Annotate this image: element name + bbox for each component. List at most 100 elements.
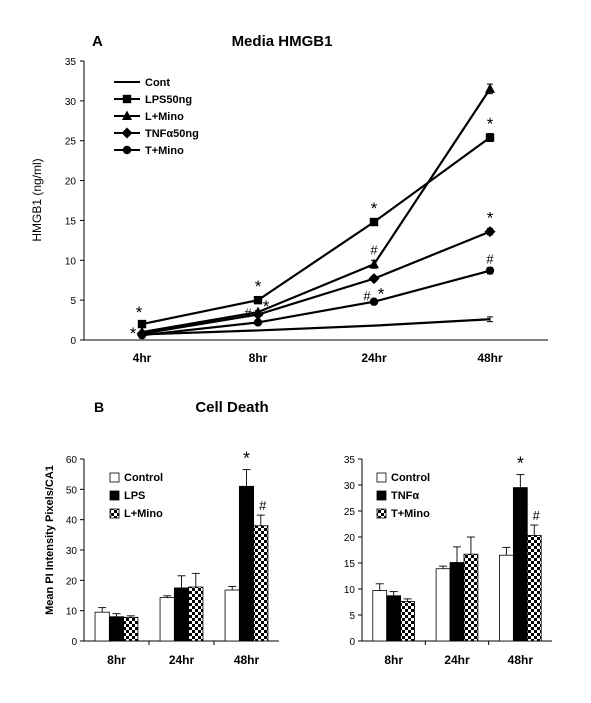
legend-label: TNFα bbox=[391, 490, 419, 502]
legend-label: LPS bbox=[124, 490, 145, 502]
chart-b2-bar: 0 5 10 15 20 25 30 35 8hr 24hr 48hr * # Control TNFα T+… bbox=[344, 454, 552, 667]
y-tick-label: 25 bbox=[344, 507, 356, 518]
data-point bbox=[253, 295, 263, 305]
bar bbox=[512, 487, 528, 642]
chart-b1-ylabel: Mean PI Intensity Pixels/CA1 bbox=[44, 465, 56, 615]
legend-swatch bbox=[109, 508, 120, 519]
legend-item: TNFα50ng bbox=[114, 127, 199, 140]
bar bbox=[224, 589, 240, 642]
significance-label: * bbox=[255, 277, 262, 296]
significance-label: * bbox=[517, 454, 524, 474]
bar bbox=[435, 568, 451, 642]
series-control bbox=[94, 585, 240, 642]
panel-b-letter: B bbox=[94, 399, 104, 415]
x-tick-label: 8hr bbox=[107, 653, 126, 667]
data-point bbox=[137, 331, 147, 340]
series-line bbox=[141, 136, 491, 326]
y-tick-label: 40 bbox=[66, 516, 78, 527]
series-line bbox=[141, 230, 491, 335]
y-tick-label: 15 bbox=[65, 216, 77, 227]
legend-marker bbox=[122, 110, 132, 120]
bar bbox=[526, 535, 542, 642]
x-tick-label: 24hr bbox=[444, 653, 470, 667]
y-tick-label: 60 bbox=[66, 455, 78, 466]
y-tick-label: 35 bbox=[344, 455, 356, 466]
x-tick-label: 48hr bbox=[477, 351, 503, 365]
chart-a-title: Media HMGB1 bbox=[232, 33, 333, 50]
data-point bbox=[253, 318, 263, 327]
bar bbox=[238, 485, 255, 642]
legend-swatch bbox=[376, 472, 387, 483]
series-t-mino: *### bbox=[130, 252, 495, 344]
y-tick-label: 30 bbox=[65, 97, 77, 108]
bar bbox=[372, 590, 388, 642]
significance-label: * bbox=[371, 199, 378, 218]
series-lps: * bbox=[108, 449, 255, 642]
bar bbox=[253, 525, 269, 642]
y-tick-label: 0 bbox=[70, 336, 76, 347]
x-tick-label: 8hr bbox=[249, 351, 268, 365]
series-line bbox=[141, 318, 491, 336]
legend: Cont LPS50ng L+Mino TNFα50ng T+Mino bbox=[114, 77, 199, 157]
legend-item: T+Mino bbox=[376, 508, 430, 520]
bar bbox=[159, 597, 175, 642]
significance-label: # bbox=[486, 252, 494, 267]
y-tick-label: 10 bbox=[65, 256, 77, 267]
legend-label: L+Mino bbox=[145, 111, 184, 123]
y-tick-label: 5 bbox=[349, 611, 355, 622]
significance-label: * bbox=[130, 324, 137, 343]
significance-label: * bbox=[263, 297, 270, 316]
legend-item: TNFα bbox=[376, 490, 419, 502]
legend-item: LPS bbox=[109, 490, 145, 502]
significance-label: # bbox=[363, 289, 371, 304]
bar bbox=[449, 562, 465, 642]
chart-b1-title: Cell Death bbox=[195, 399, 268, 416]
series-t-mino: # bbox=[400, 508, 542, 642]
data-point bbox=[369, 297, 379, 306]
significance-label: * bbox=[243, 449, 250, 469]
legend-item: Cont bbox=[114, 77, 170, 89]
bar bbox=[108, 616, 125, 642]
legend-swatch bbox=[376, 508, 387, 519]
legend-label: L+Mino bbox=[124, 508, 163, 520]
significance-label: * bbox=[487, 209, 494, 228]
legend-item: Control bbox=[109, 472, 163, 484]
x-tick-label: 24hr bbox=[169, 653, 195, 667]
data-point bbox=[368, 273, 380, 285]
legend-item: Control bbox=[376, 472, 430, 484]
bar bbox=[499, 554, 514, 642]
legend-marker bbox=[121, 127, 133, 139]
significance-label: # bbox=[244, 305, 252, 320]
data-point bbox=[369, 258, 379, 269]
y-tick-label: 0 bbox=[71, 637, 77, 648]
y-tick-label: 30 bbox=[66, 546, 78, 557]
series-line bbox=[141, 269, 491, 337]
series-l-mino: # bbox=[123, 498, 269, 642]
data-point bbox=[252, 308, 264, 320]
x-tick-label: 8hr bbox=[384, 653, 403, 667]
data-point bbox=[485, 133, 495, 142]
legend-swatch bbox=[109, 472, 120, 483]
legend-label: Cont bbox=[145, 77, 170, 89]
x-tick-label: 48hr bbox=[234, 653, 260, 667]
y-tick-label: 10 bbox=[66, 607, 78, 618]
bar bbox=[400, 601, 415, 642]
legend-label: T+Mino bbox=[391, 508, 430, 520]
legend-item: LPS50ng bbox=[114, 94, 192, 106]
data-point bbox=[137, 319, 147, 329]
legend-swatch bbox=[376, 490, 387, 501]
data-point bbox=[485, 266, 495, 275]
x-tick-label: 24hr bbox=[361, 351, 387, 365]
y-tick-label: 35 bbox=[65, 57, 77, 68]
series-l-mino: *# bbox=[137, 83, 495, 337]
legend-marker bbox=[122, 94, 132, 104]
legend-label: TNFα50ng bbox=[145, 128, 199, 140]
data-point bbox=[369, 217, 379, 227]
series-lps50ng: **** bbox=[136, 115, 495, 329]
significance-label: * bbox=[378, 285, 385, 304]
legend-marker bbox=[122, 145, 132, 155]
panel-a-letter: A bbox=[92, 33, 103, 50]
legend: Control TNFα T+Mino bbox=[376, 472, 430, 520]
